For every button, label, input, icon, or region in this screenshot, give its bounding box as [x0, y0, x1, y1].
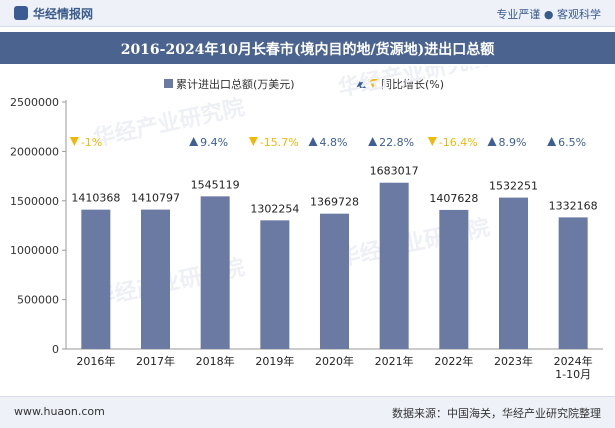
- legend: 累计进出口总额(万美元) 同比增长(%): [164, 77, 444, 91]
- value-label-4: 1369728: [310, 196, 359, 209]
- value-label-7: 1532251: [489, 180, 538, 193]
- growth-value-1: 9.4%: [200, 136, 228, 149]
- bar-2: [200, 196, 230, 349]
- value-label-3: 1302254: [250, 202, 299, 215]
- growth-up-triangle-icon-6: [487, 137, 497, 146]
- growth-value-4: 22.8%: [379, 136, 414, 149]
- y-tick-label-3: 1500000: [10, 195, 59, 208]
- growth-label-5: -16.4%: [427, 136, 478, 149]
- x-label-6: 2022年: [434, 354, 473, 368]
- x-label-5: 2021年: [375, 354, 414, 368]
- bar-3: [260, 220, 290, 349]
- bar-5: [379, 182, 409, 349]
- growth-value-6: 8.9%: [499, 136, 527, 149]
- value-label-8: 1332168: [549, 199, 598, 212]
- x-label-8-line-1: 1-10月: [555, 368, 591, 381]
- growth-label-3: 4.8%: [308, 136, 348, 149]
- growth-label-6: 8.9%: [487, 136, 527, 149]
- value-label-0: 1410368: [71, 192, 120, 205]
- bar-chart: 累计进出口总额(万美元) 同比增长(%) 华经产业研究院华经产业研究院华经产业研究…: [10, 66, 603, 381]
- growth-labels: -1% 9.4% -15.7% 4.8% 22.8% -16.4% 8.9% 6.5%: [69, 136, 586, 149]
- growth-down-triangle-icon-5: [427, 137, 437, 146]
- watermark-1: 华经产业研究院: [336, 66, 492, 102]
- value-label-6: 1407628: [429, 192, 478, 205]
- value-label-5: 1683017: [370, 165, 419, 178]
- x-label-3: 2019年: [255, 354, 294, 368]
- growth-value-2: -15.7%: [260, 136, 299, 149]
- x-axis-labels: 2016年 2017年 2018年 2019年 2020年 2021年 2022年 2023年…: [76, 354, 592, 381]
- value-label-1: 1410797: [131, 192, 180, 205]
- growth-up-triangle-icon-1: [189, 137, 199, 146]
- growth-label-1: 9.4%: [189, 136, 228, 149]
- x-label-2: 2018年: [196, 354, 235, 368]
- brand: 华经情报网: [14, 5, 93, 22]
- legend-bar-label: 累计进出口总额(万美元): [176, 77, 295, 91]
- legend-up-triangle-icon: [356, 79, 366, 88]
- growth-up-triangle-icon-4: [368, 137, 378, 146]
- brand-logo-icon: [14, 6, 28, 20]
- brand-name: 华经情报网: [33, 7, 94, 21]
- data-source: 数据来源：中国海关，华经产业研究院整理: [392, 407, 601, 420]
- growth-up-triangle-icon-3: [308, 137, 318, 146]
- x-label-4: 2020年: [315, 354, 354, 368]
- website-link[interactable]: www.huaon.com: [14, 405, 105, 418]
- bar-1: [141, 209, 170, 349]
- bar-8: [558, 217, 588, 349]
- value-labels: 1410368 1410797 1545119 1302254 1369728 16830…: [71, 165, 597, 216]
- bar-0: [81, 209, 111, 349]
- legend-growth-label: 同比增长(%): [381, 77, 444, 91]
- x-label-0: 2016年: [76, 354, 115, 368]
- x-label-7: 2023年: [494, 354, 533, 368]
- growth-value-0: -1%: [81, 136, 102, 149]
- footer: www.huaon.com 数据来源：中国海关，华经产业研究院整理: [0, 396, 615, 428]
- growth-label-4: 22.8%: [368, 136, 414, 149]
- axes: 0 500000 1000000 1500000 2000000 2500000: [10, 96, 603, 356]
- growth-value-7: 6.5%: [558, 136, 586, 149]
- y-tick-label-5: 2500000: [10, 96, 59, 109]
- growth-down-triangle-icon-0: [69, 137, 79, 146]
- y-tick-label-1: 500000: [17, 294, 59, 307]
- title-bar: 2016-2024年10月长春市(境内目的地/货源地)进出口总额: [0, 32, 615, 64]
- growth-value-3: 4.8%: [320, 136, 348, 149]
- value-label-2: 1545119: [191, 178, 240, 191]
- growth-down-triangle-icon-2: [248, 137, 258, 146]
- growth-value-5: -16.4%: [439, 136, 478, 149]
- top-bar: 华经情报网 专业严谨 ● 客观科学: [0, 0, 615, 27]
- growth-up-triangle-icon-7: [547, 137, 557, 146]
- tagline: 专业严谨 ● 客观科学: [496, 8, 601, 21]
- x-label-8: 2024年: [554, 354, 593, 368]
- chart-title: 2016-2024年10月长春市(境内目的地/货源地)进出口总额: [120, 42, 495, 58]
- growth-label-2: -15.7%: [248, 136, 299, 149]
- x-label-1: 2017年: [136, 354, 175, 368]
- bar-4: [320, 213, 349, 349]
- watermark-3: 华经产业研究院: [336, 214, 492, 271]
- legend-bar-swatch: [164, 79, 173, 88]
- growth-label-0: -1%: [69, 136, 102, 149]
- growth-label-7: 6.5%: [547, 136, 586, 149]
- legend-down-triangle-icon: [368, 79, 378, 88]
- bars: [81, 182, 588, 349]
- y-tick-label-2: 1000000: [10, 244, 59, 257]
- bar-6: [439, 209, 469, 349]
- bar-7: [499, 197, 528, 349]
- y-tick-label-4: 2000000: [10, 145, 59, 158]
- y-tick-label-0: 0: [52, 343, 59, 356]
